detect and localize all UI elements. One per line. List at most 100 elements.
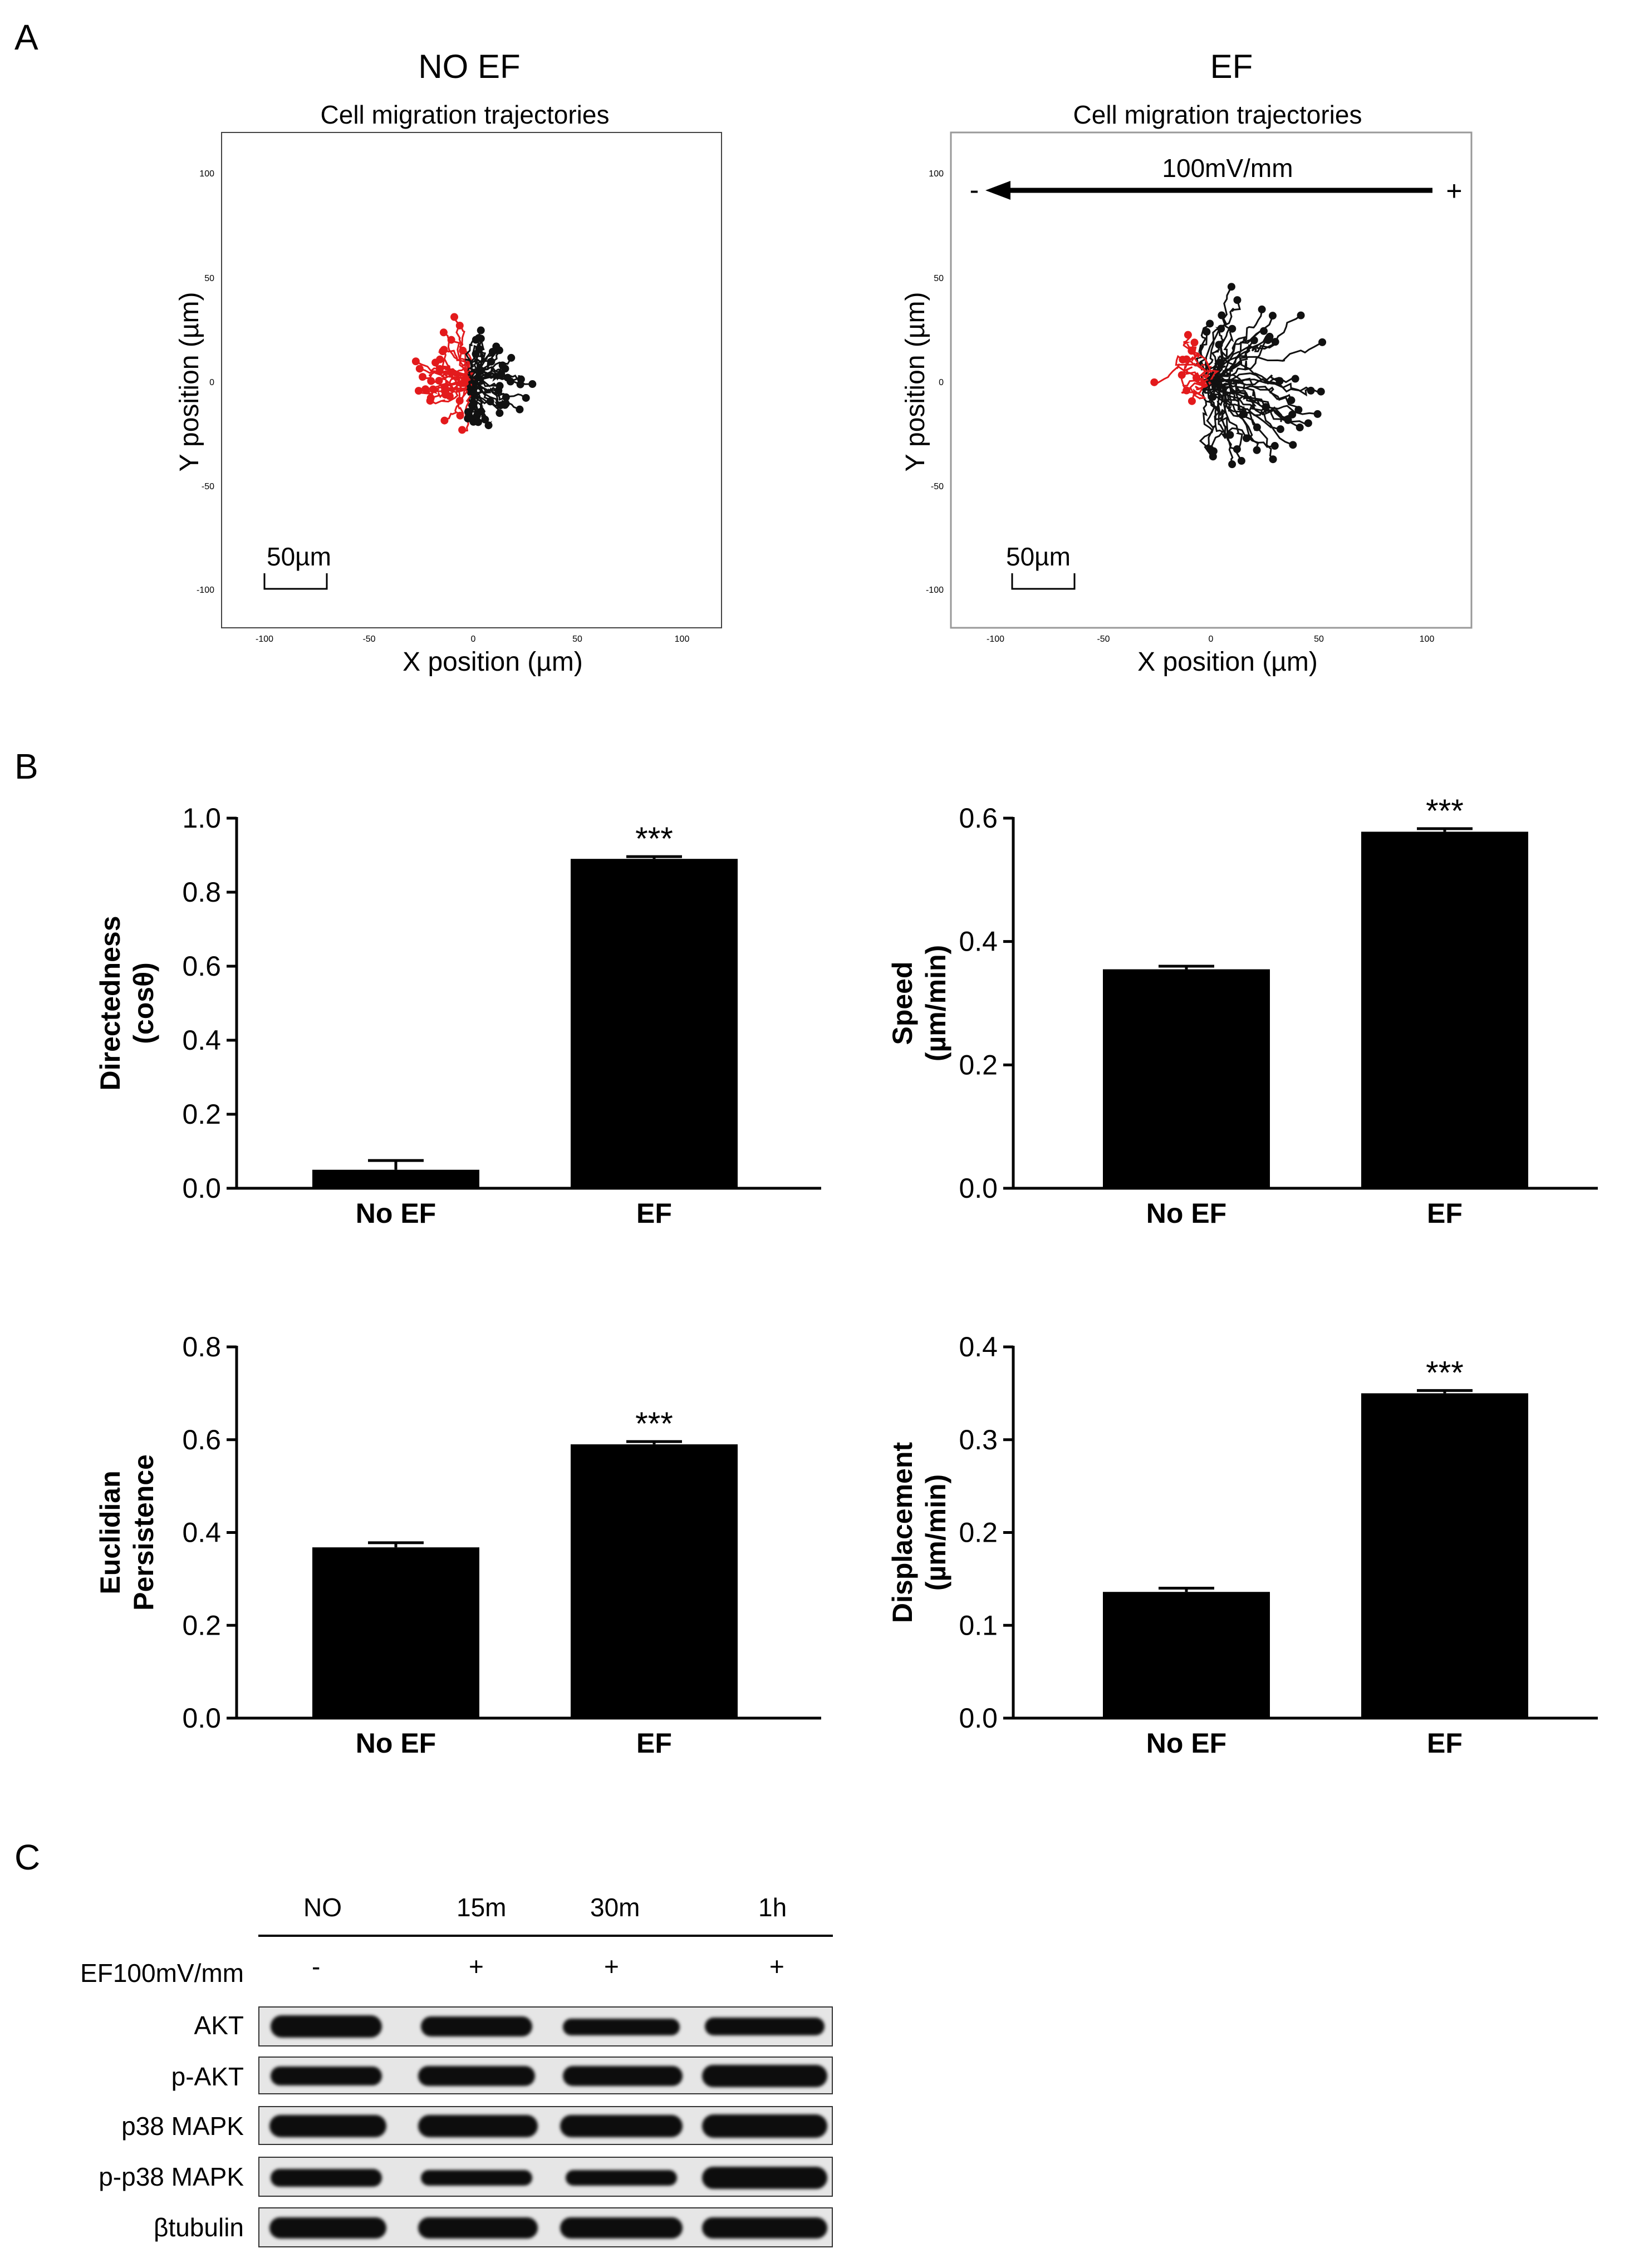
trajectory-tracks [1150,283,1327,469]
x-tick-label: 100 [675,634,690,644]
trajectory-endpoint [1233,296,1242,304]
x-category-label: EF [1427,1198,1463,1229]
y-tick-label: 0.4 [182,1517,221,1548]
trajectory-track [1210,378,1322,397]
trajectory-track [468,353,483,385]
field-strength-label: 100mV/mm [1162,154,1293,183]
trajectory-endpoint [488,347,497,356]
bar-chart-1: 0.0 0.2 0.4 0.6 Speed(µm/min) No EF EF *** [887,793,1598,1229]
y-axis-label: EuclidianPersistence [95,1454,159,1611]
trajectory-endpoint [1190,338,1199,347]
ef-mark: - [312,1952,321,1981]
x-tick-label: -100 [256,634,273,644]
trajectory-track [1210,341,1323,381]
arrow-left-icon [985,181,1010,200]
blot-row-label: p38 MAPK [121,2112,244,2141]
significance-marker: *** [635,821,673,857]
trajectory-endpoint [447,336,455,344]
x-category-label: No EF [1146,1198,1226,1229]
blot-row-label: p-AKT [171,2062,244,2091]
x-category-label: No EF [356,1728,436,1759]
bar [312,1547,479,1718]
y-tick-label: -50 [931,482,944,491]
blot-band [702,2114,827,2138]
x-category-label: EF [1427,1728,1463,1759]
trajectory-endpoint [1291,375,1299,383]
y-tick-label: 0.8 [182,877,221,908]
blot-strip-p-akt [258,2057,833,2094]
bar-chart-2: 0.0 0.2 0.4 0.6 0.8 EuclidianPersistence No EF… [95,1331,821,1759]
x-ticks: -100 -50 0 50 100 [987,634,1434,644]
y-tick-label: 0.0 [182,1703,221,1734]
trajectory-endpoint [1294,406,1303,414]
x-category-label: EF [636,1728,672,1759]
blot-band [560,2115,683,2137]
bar [571,859,738,1188]
blot-band [563,2066,683,2086]
scalebar [1011,573,1076,590]
trajectory-endpoint [458,426,467,434]
blot-strip-akt [258,2006,833,2046]
y-tick-label: -50 [202,482,214,491]
bar [1103,969,1270,1188]
trajectory-endpoint [1209,393,1217,401]
blot-band [271,2169,382,2187]
blot-strip-beta-tubulin [258,2207,833,2247]
x-tick-label: 100 [1420,634,1435,644]
trajectory-endpoint [495,409,504,417]
trajectory-track [1210,286,1233,381]
trajectory-endpoint [1206,445,1214,453]
blot-strip-p38-mapk [258,2106,833,2145]
y-tick-label: 0.4 [959,926,998,957]
panel-label-a: A [14,17,38,57]
significance-marker: *** [635,1406,673,1442]
trajectory-plot-no-ef: NO EF Cell migration trajectories -100 -… [175,48,722,677]
x-tick-label: 0 [1209,634,1214,644]
ef-mark: + [769,1952,784,1981]
blot-row-label: βtubulin [153,2213,244,2242]
bar [1361,832,1528,1188]
blot-band [563,2019,680,2035]
y-tick-label: 50 [204,274,214,283]
trajectory-endpoint [1253,446,1261,454]
x-ticks: -100 -50 0 50 100 [256,634,689,644]
trajectory-endpoint [1258,305,1266,313]
trajectory-endpoint [1289,441,1297,449]
trajectory-endpoint [450,313,459,321]
trajectory-endpoint [472,350,480,358]
y-tick-label: 100 [199,169,214,179]
x-tick-label: -100 [987,634,1004,644]
trajectory-track [1181,380,1212,400]
y-tick-label: 0.0 [959,1173,998,1204]
y-tick-label: 0.2 [182,1099,221,1130]
trajectory-endpoint [464,414,472,422]
trajectory-endpoint [1188,397,1196,405]
trajectory-endpoint [1253,423,1261,431]
y-tick-label: 0.0 [959,1703,998,1734]
trajectory-endpoint [1259,327,1268,335]
trajectory-track [1209,328,1234,383]
trajectory-endpoint [1297,311,1305,319]
blot-row-label: AKT [194,2011,244,2040]
trajectory-endpoint [411,357,420,366]
trajectory-track [470,371,521,386]
scalebar-label: 50µm [267,542,331,571]
trajectory-endpoint [507,353,516,362]
trajectory-endpoint [1269,455,1277,464]
condition-title: EF [1210,48,1253,85]
trajectory-endpoint [439,328,448,337]
panel-label-b: B [14,746,38,786]
trajectory-track [1175,355,1211,383]
trajectory-track [1210,374,1292,401]
x-axis-label: X position (µm) [403,647,583,677]
trajectory-endpoint [1304,419,1312,427]
trajectory-track [469,365,502,381]
blot-band [269,2115,386,2137]
y-tick-label: 0.2 [182,1610,221,1641]
trajectory-endpoint [1318,338,1327,346]
trajectory-endpoint [1276,425,1284,434]
y-tick-label: 0.3 [959,1424,998,1455]
x-category-label: EF [636,1198,672,1229]
trajectory-endpoint [1268,312,1277,320]
trajectory-endpoint [1206,319,1214,328]
